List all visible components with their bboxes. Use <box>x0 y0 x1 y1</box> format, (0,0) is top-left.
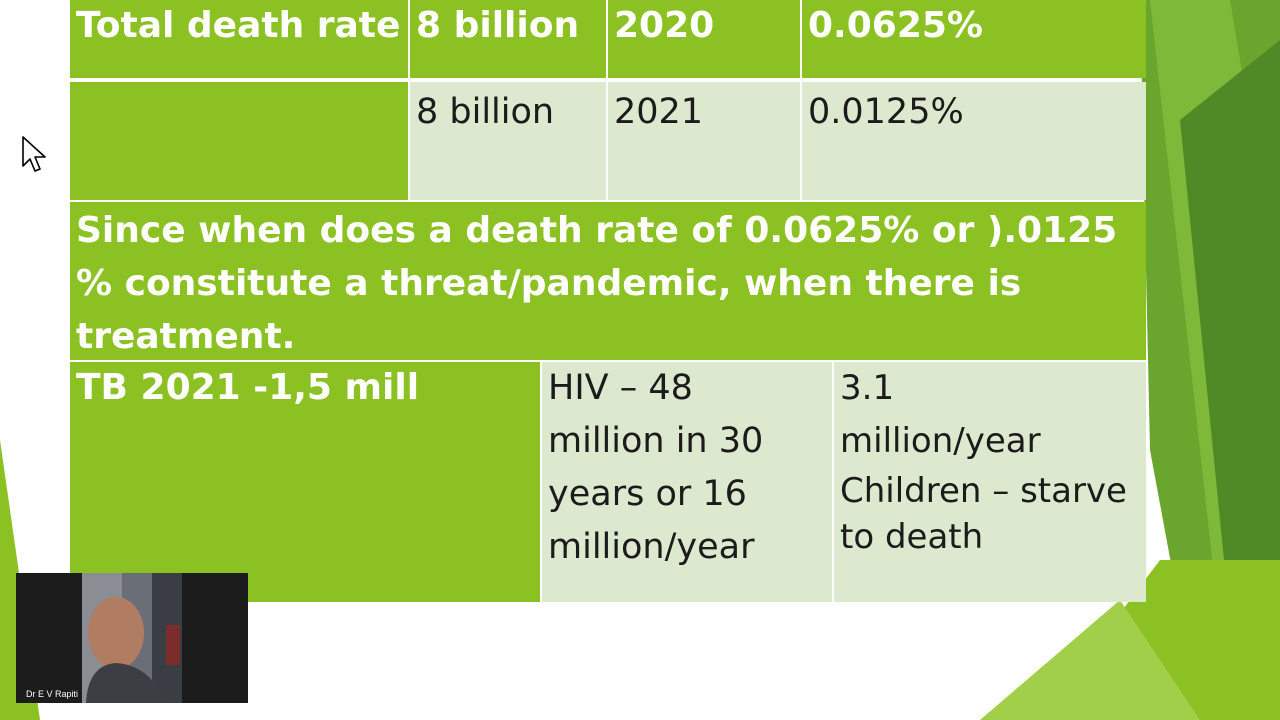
children-line-3: Children – starve <box>840 471 1127 511</box>
row1-label-cell: Total death rate <box>70 0 408 78</box>
children-cell: 3.1 million/year Children – starve to de… <box>834 362 1146 602</box>
slide-table: Total death rate 8 billion 2020 0.0625% … <box>70 0 1146 602</box>
row1-population: 8 billion <box>416 5 580 46</box>
children-line-1: 3.1 <box>840 368 895 408</box>
row2-population-cell: 8 billion <box>410 82 606 200</box>
question-line-3: treatment. <box>76 316 296 357</box>
question-line-2: % constitute a threat/pandemic, when the… <box>76 263 1022 304</box>
row1-rate: 0.0625% <box>808 5 983 46</box>
row1-year: 2020 <box>614 5 715 46</box>
webcam-video-feed <box>82 573 182 703</box>
hiv-line-2: million in 30 <box>548 421 764 461</box>
row2-label-cell <box>70 82 408 200</box>
children-line-2: million/year <box>840 421 1041 461</box>
row2-rate: 0.0125% <box>808 92 964 132</box>
row2-year: 2021 <box>614 92 704 132</box>
hiv-line-3: years or 16 <box>548 474 747 514</box>
webcam-participant-name: Dr E V Rapiti <box>26 689 79 699</box>
children-line-4: to death <box>840 517 984 557</box>
hiv-cell: HIV – 48 million in 30 years or 16 milli… <box>542 362 832 602</box>
tb-text: TB 2021 -1,5 mill <box>76 367 420 408</box>
row2-population: 8 billion <box>416 92 555 132</box>
mouse-pointer-icon <box>22 136 46 172</box>
webcam-thumbnail[interactable]: Dr E V Rapiti <box>16 573 248 703</box>
tb-cell: TB 2021 -1,5 mill <box>70 362 540 602</box>
row2-year-cell: 2021 <box>608 82 800 200</box>
row1-population-cell: 8 billion <box>410 0 606 78</box>
question-line-1: Since when does a death rate of 0.0625% … <box>76 210 1118 251</box>
question-cell: Since when does a death rate of 0.0625% … <box>70 202 1146 360</box>
row1-year-cell: 2020 <box>608 0 800 78</box>
row2-rate-cell: 0.0125% <box>802 82 1146 200</box>
row1-rate-cell: 0.0625% <box>802 0 1146 78</box>
hiv-line-4: million/year <box>548 527 755 567</box>
row1-label: Total death rate <box>76 5 401 46</box>
hiv-line-1: HIV – 48 <box>548 368 693 408</box>
